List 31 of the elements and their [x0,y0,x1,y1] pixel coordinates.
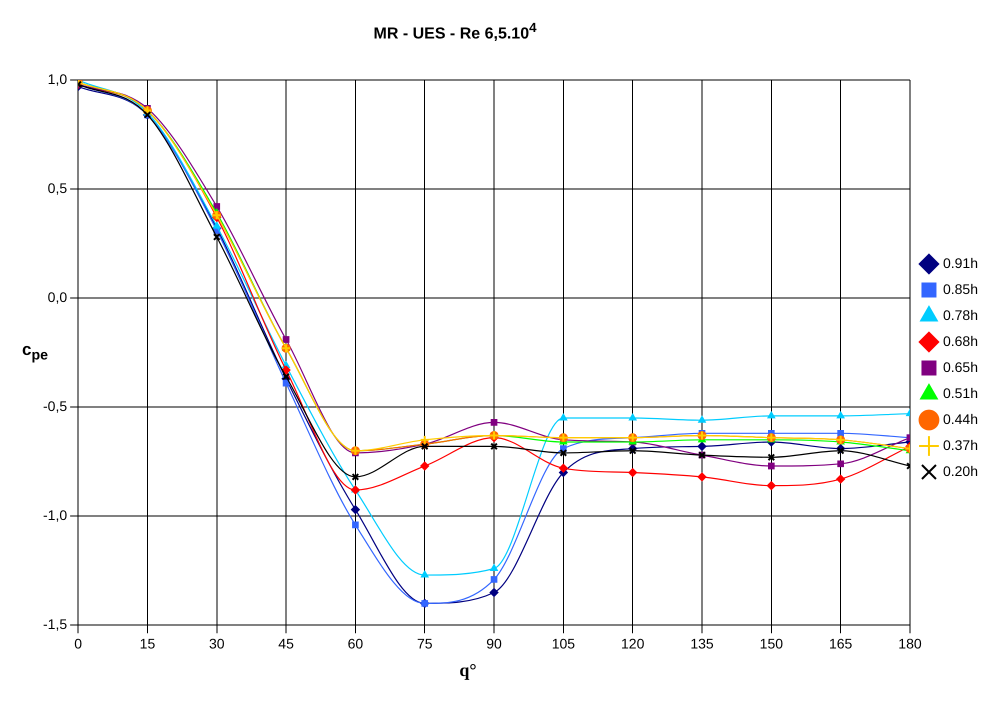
x-tick-label: 0 [74,635,82,652]
y-tick-label: -1,0 [43,507,68,524]
legend-label: 0.85h [942,280,978,297]
x-tick-label: 105 [552,635,576,652]
x-tick-label: 150 [760,635,784,652]
y-axis-title: c$_{pe}$ [22,340,48,364]
chart-title: MR - UES - Re 6,5.10$^{4}$ [372,20,538,44]
x-tick-label: 90 [486,635,502,652]
x-tick-label: 15 [140,635,156,652]
y-tick-label: 0,0 [48,288,68,305]
legend-label: 0.91h [942,254,978,271]
x-axis-title: q° [458,660,478,681]
legend-label: 0.44h [942,410,978,427]
x-tick-label: 60 [348,635,364,652]
x-tick-label: 180 [898,635,922,652]
x-tick-label: 75 [416,635,433,652]
y-tick-label: -1,5 [43,616,68,632]
legend-label: 0.51h [942,384,978,401]
y-tick-label: 0,5 [48,180,68,196]
x-tick-label: 30 [208,635,225,652]
legend-label: 0.68h [942,332,978,349]
legend-label: 0.20h [942,462,978,479]
y-tick-label: -0,5 [43,398,68,414]
x-tick-label: 165 [828,635,853,652]
legend-label: 0.78h [942,306,978,323]
x-tick-label: 120 [621,635,645,652]
x-tick-label: 135 [690,635,714,652]
y-tick-label: 1,0 [48,70,68,87]
legend-label: 0.65h [942,358,978,375]
legend-label: 0.37h [942,436,978,453]
x-tick-label: 45 [278,635,294,652]
